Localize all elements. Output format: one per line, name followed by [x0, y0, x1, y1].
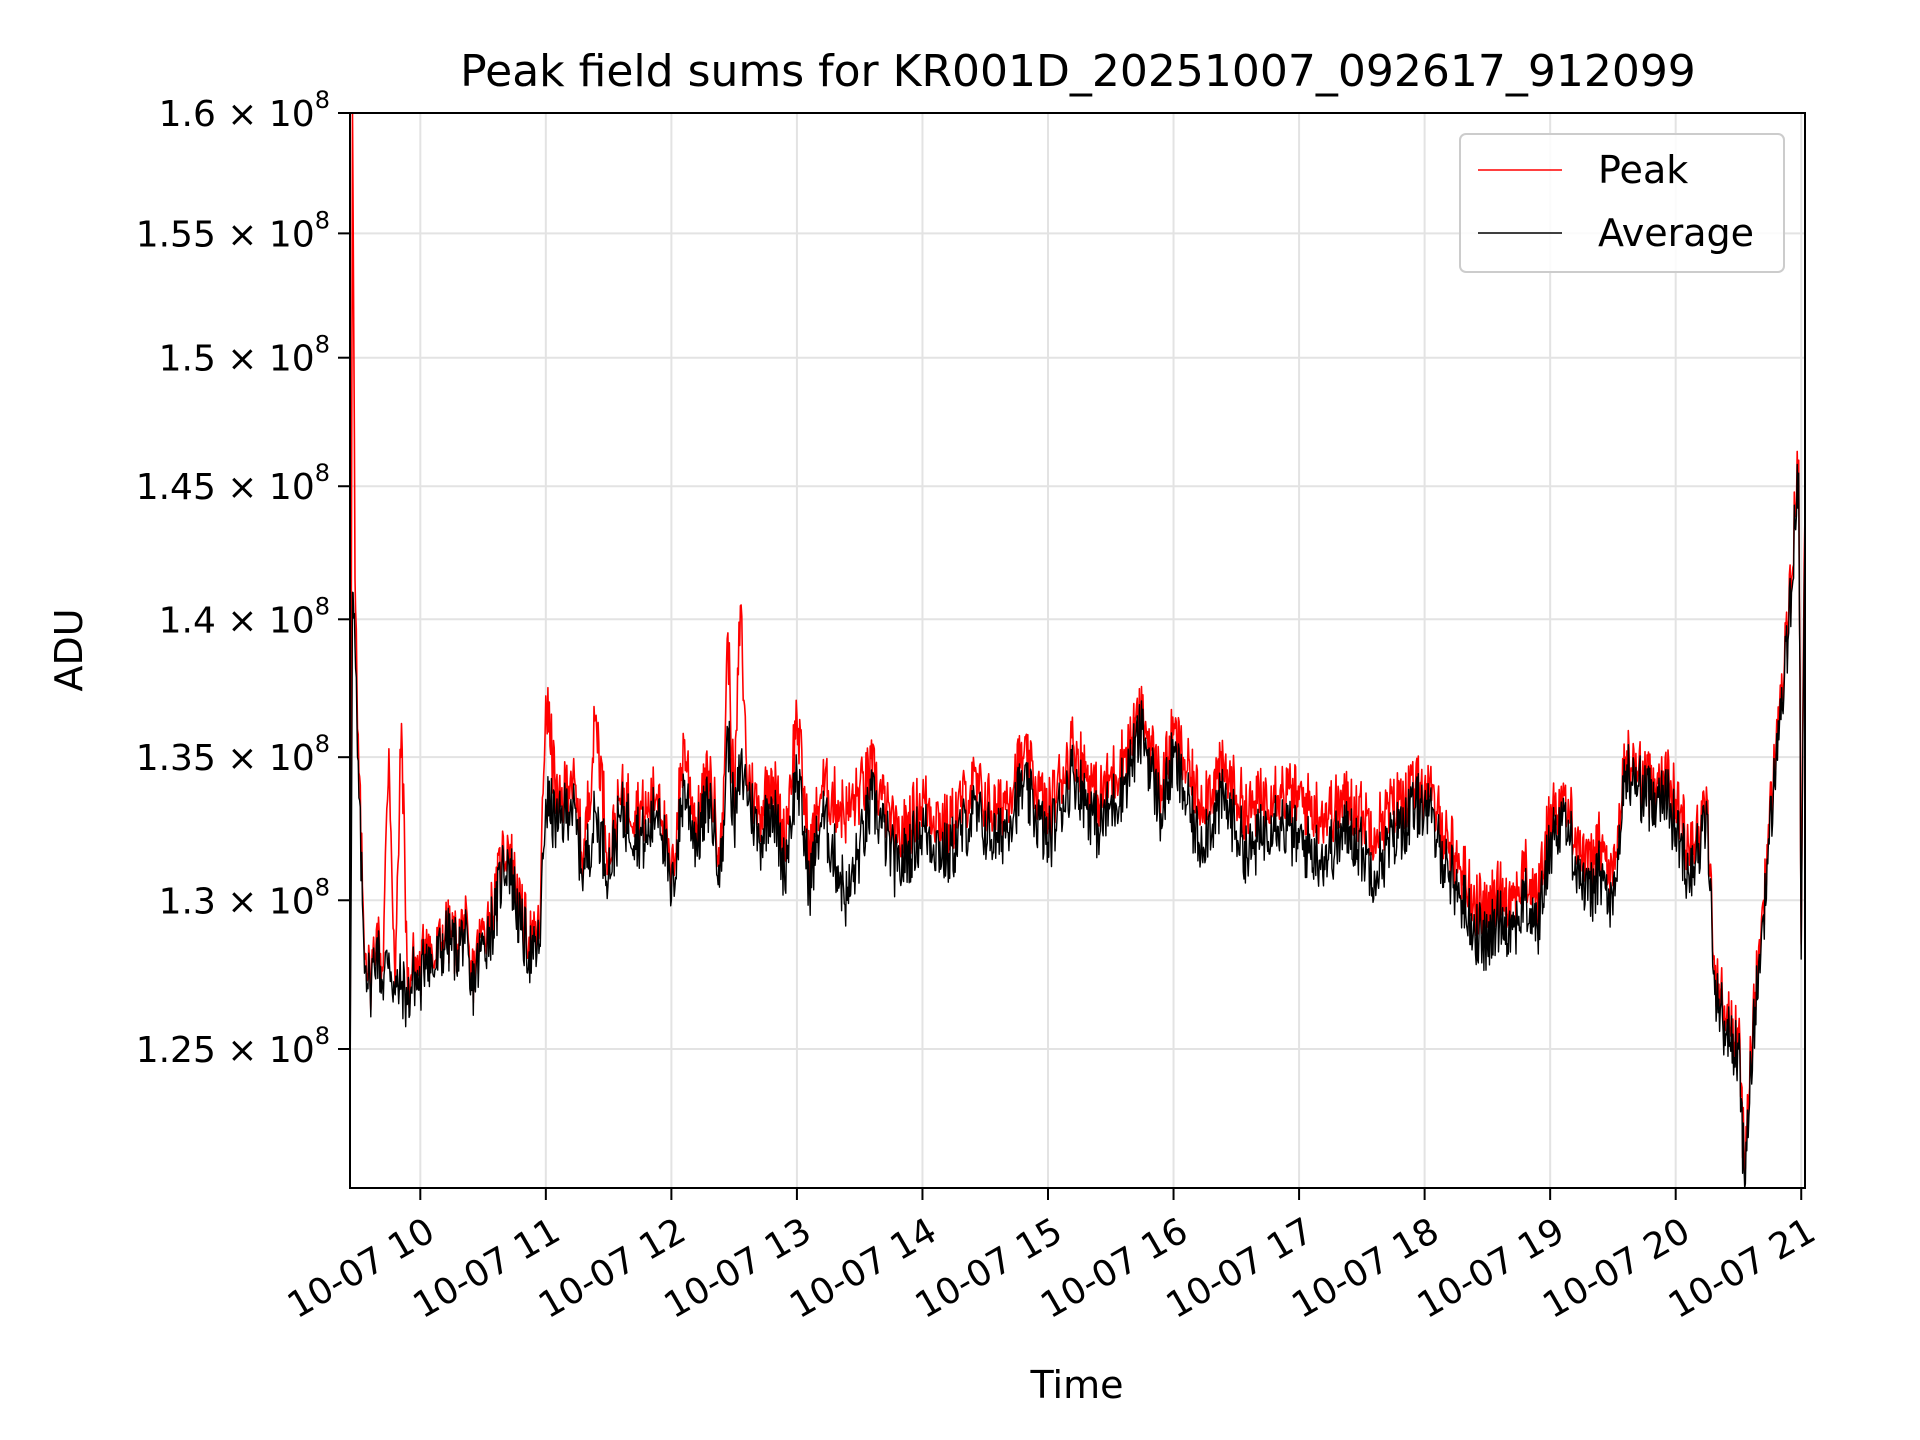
- legend-label-peak: Peak: [1598, 148, 1688, 192]
- y-tick-label: 1.6 × 108: [159, 86, 330, 135]
- y-tick-label: 1.35 × 108: [136, 730, 330, 779]
- grid: [350, 112, 1805, 1188]
- legend-box: [1459, 133, 1785, 273]
- y-axis: 1.25 × 108 1.3 × 108 1.35 × 108 1.4 × 108 1.…: [136, 86, 350, 1071]
- y-tick-label: 1.45 × 108: [136, 459, 330, 508]
- y-tick-label: 1.4 × 108: [159, 592, 330, 641]
- series-group: [350, 113, 1805, 1188]
- series-line-average: [350, 463, 1805, 1188]
- chart-title: Peak field sums for KR001D_20251007_0926…: [460, 46, 1696, 97]
- y-tick-label: 1.25 × 108: [136, 1022, 330, 1071]
- x-axis-label: Time: [1030, 1363, 1124, 1407]
- legend-label-average: Average: [1598, 211, 1754, 255]
- y-axis-label: ADU: [47, 608, 91, 691]
- series-layer: [350, 113, 1805, 1188]
- y-tick-label: 1.3 × 108: [159, 873, 330, 922]
- plot-frame: [349, 112, 1806, 1189]
- plot-area: [350, 113, 1805, 1188]
- y-tick-label: 1.55 × 108: [136, 206, 330, 255]
- legend: Peak Average: [1459, 133, 1785, 273]
- y-tick-label: 1.5 × 108: [159, 331, 330, 380]
